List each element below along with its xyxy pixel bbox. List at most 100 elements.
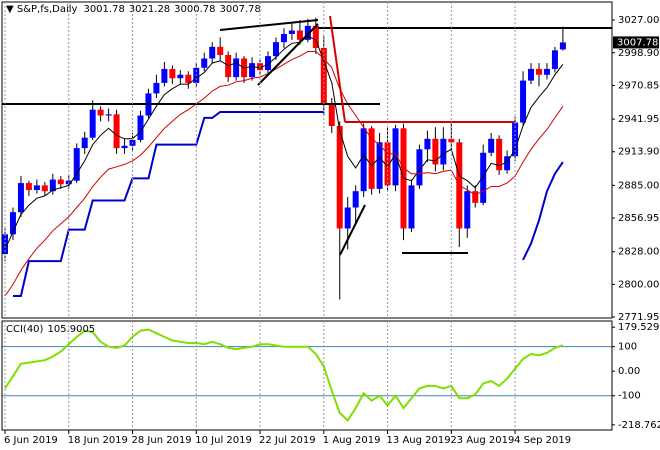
candle-body [49,179,56,192]
drawings [2,15,612,256]
cci-panel [2,328,612,422]
candle-body [376,142,383,189]
candle-body [488,138,495,153]
candle-body [344,207,351,229]
y-tick-label: 100 [618,342,637,353]
header-open: 3001.78 [83,4,124,15]
x-tick-label: 18 Jun 2019 [68,435,128,446]
wedge-bottom [257,23,319,86]
cci-last: 105.9005 [47,324,95,335]
candle-body [496,138,503,171]
candle-body [2,234,8,255]
candle-body [472,191,479,203]
y-tick-label: -218.7625 [618,420,660,431]
candle-body [480,152,487,203]
y-tick-label: 3027.00 [618,15,659,26]
candle-body [209,46,216,59]
y-tick-label: 2828.00 [618,247,659,258]
header-close: 3007.78 [220,4,261,15]
candle-body [551,50,558,69]
header-high: 3021.28 [129,4,170,15]
x-tick-label: 6 Jun 2019 [4,435,58,446]
indicator-line [4,35,564,250]
drop-line [329,15,346,123]
candle-body [416,149,423,186]
candle-body [33,185,40,191]
chart-header: ▼ S&P,fs,Daily 3001.78 3021.28 3000.78 3007.… [6,4,261,15]
cci-header: CCI(40) 105.9005 [6,324,95,335]
candle-body [296,30,303,40]
y-tick-label: 2885.00 [618,180,659,191]
candle-body [368,128,375,189]
candle-body [217,46,224,55]
candle-body [424,138,431,150]
candle-body [392,128,399,186]
candle-body [185,74,192,83]
candle-body [233,58,240,78]
x-tick-label: 28 Jun 2019 [132,435,192,446]
candle-body [504,156,511,171]
chart-title: S&P,fs,Daily [17,4,78,15]
y-tick-label: 2941.95 [618,114,659,125]
candle-body [73,148,80,181]
cci-frame [1,320,613,431]
candle-body [25,183,32,191]
y-tick-label: 2998.90 [618,48,659,59]
candle-body [288,30,295,35]
candle-body [432,138,439,165]
candle-body [9,212,16,235]
indicator-line [4,51,564,297]
candle-body [559,42,566,50]
candle-body [81,137,88,149]
y-tick-label: 0.00 [618,366,640,377]
candle-body [177,74,184,79]
candle-body [265,56,272,71]
candle-body [97,109,104,116]
candle-body [201,58,208,68]
candle-body [464,191,471,229]
rebound-line [339,204,366,256]
candle-body [161,68,168,83]
candle-body [272,42,279,57]
indicator-line [13,111,564,297]
candle-body [113,114,120,149]
y-tick-label: -100 [618,391,641,402]
candle-body [528,68,535,81]
x-tick-label: 23 Aug 2019 [450,435,514,446]
candle-body [225,54,232,78]
candle-body [448,138,455,143]
x-tick-label: 22 Jul 2019 [259,435,316,446]
candle-body [408,185,415,229]
x-tick-label: 13 Aug 2019 [387,435,451,446]
candle-body [41,185,48,192]
x-tick-label: 10 Jul 2019 [195,435,252,446]
y-tick-label: 2856.95 [618,213,659,224]
price-tag-label: 3007.78 [617,37,658,48]
price-tag [613,36,659,49]
candle-body [543,68,550,75]
candle-body [312,25,319,48]
candle-body [440,138,447,165]
candle-body [360,128,367,192]
candle-body [352,191,359,208]
candle-body [153,82,160,94]
y-tick-label: 2800.00 [618,279,659,290]
candle-body [137,115,144,140]
candle-body [535,68,542,75]
cci-line [4,328,564,422]
candle-body [280,34,287,43]
candle-body [169,68,176,79]
candle-body [520,80,527,123]
y-tick-label: 2970.85 [618,80,659,91]
candle-body [105,114,112,116]
candle-body [89,109,96,138]
candle-body [57,179,64,185]
cci-title: CCI(40) [6,324,44,335]
header-low: 3000.78 [174,4,215,15]
candle-body [17,183,24,213]
y-tick-label: 2913.90 [618,147,659,158]
x-tick-label: 4 Sep 2019 [514,435,571,446]
